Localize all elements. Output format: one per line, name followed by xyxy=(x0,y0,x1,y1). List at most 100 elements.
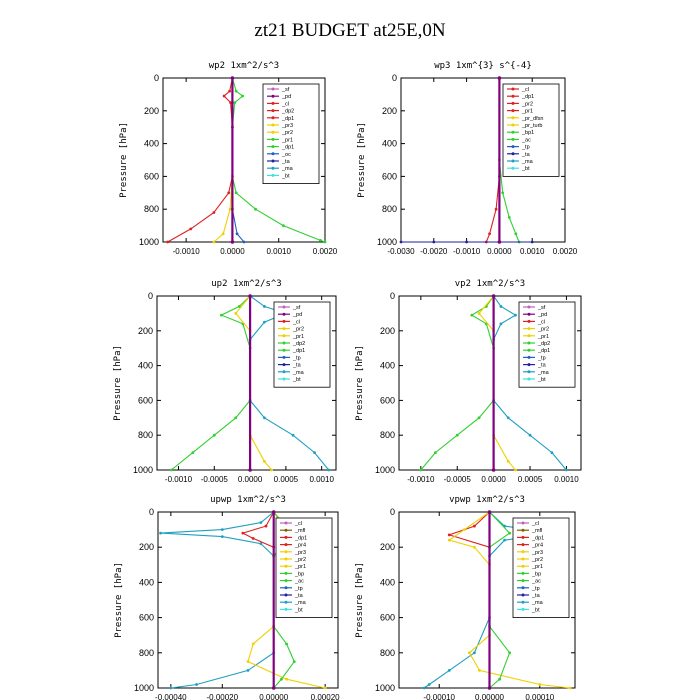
legend-marker xyxy=(284,543,288,547)
series-point xyxy=(568,686,572,690)
y-tick-label: 1000 xyxy=(375,465,395,475)
legend-marker xyxy=(521,600,525,604)
series-point xyxy=(220,535,224,539)
y-tick-label: 600 xyxy=(138,395,153,405)
series-point xyxy=(497,240,502,244)
series-point xyxy=(503,538,506,542)
series-point xyxy=(447,533,451,537)
chart-title: wp3 1xm^{3} s^{-4} xyxy=(434,61,532,71)
y-tick-label: 0 xyxy=(149,507,154,517)
legend-marker xyxy=(511,145,515,149)
series-point xyxy=(285,642,288,646)
series-point xyxy=(508,531,512,535)
legend-marker xyxy=(284,528,288,532)
x-tick-label: -0.0010 xyxy=(453,247,481,256)
legend-marker xyxy=(282,341,286,345)
series-point xyxy=(264,524,268,528)
series-point xyxy=(538,683,542,686)
series-point xyxy=(498,677,501,681)
legend-marker xyxy=(511,137,515,141)
series-point xyxy=(530,240,534,244)
series-point xyxy=(212,433,216,437)
legend-marker xyxy=(521,557,525,561)
series-point xyxy=(427,683,431,686)
legend-label: _pr_turb xyxy=(521,123,543,129)
legend-marker xyxy=(521,586,525,590)
chart-title: up2 1xm^2/s^3 xyxy=(211,279,281,289)
legend-marker xyxy=(282,377,286,381)
series-point xyxy=(550,451,554,454)
series-point xyxy=(447,538,451,542)
series-point xyxy=(487,686,492,690)
series-point xyxy=(399,240,403,244)
series-point xyxy=(166,240,170,244)
legend-marker xyxy=(521,593,525,597)
legend-label: _pr2 xyxy=(294,557,306,563)
series-point xyxy=(234,89,238,93)
legend-label: _ma xyxy=(521,159,534,165)
chart-panel: up2 1xm^2/s^3 Pressure [hPa] 0 200 400 600 800… xyxy=(113,279,337,484)
legend-marker xyxy=(282,334,286,338)
legend-marker xyxy=(271,123,275,127)
series-point xyxy=(494,207,498,211)
legend-label: _pr4 xyxy=(531,543,543,549)
series-point xyxy=(189,227,193,231)
series-point xyxy=(323,240,327,244)
legend-marker xyxy=(527,327,531,331)
legend-marker xyxy=(527,355,531,359)
legend-label: _pr1 xyxy=(521,109,533,115)
chart-title: wp2 1xm^2/s^3 xyxy=(209,61,279,71)
legend-label: _bt xyxy=(537,377,546,383)
legend-marker xyxy=(284,607,288,611)
y-tick-label: 600 xyxy=(144,171,159,181)
legend-marker xyxy=(284,535,288,539)
x-tick-label: -0.0010 xyxy=(165,475,193,484)
legend-label: _dp1 xyxy=(531,535,544,541)
chart-panel: wp3 1xm^{3} s^{-4} Pressure [hPa] 0 200 400 6… xyxy=(357,61,578,256)
legend-marker xyxy=(284,550,288,554)
legend-label: _pr1 xyxy=(292,334,304,340)
series-point xyxy=(280,677,283,681)
x-tick-label: -0.0030 xyxy=(387,247,415,256)
y-tick-label: 0 xyxy=(390,291,395,301)
x-tick-label: 0.0005 xyxy=(518,475,543,484)
legend-label: _dp2 xyxy=(537,341,550,347)
series-point xyxy=(565,468,568,472)
legend-label: _ma xyxy=(281,166,294,172)
legend-label: _cl xyxy=(292,319,300,325)
legend-marker xyxy=(527,377,531,381)
legend-marker xyxy=(282,305,286,309)
legend-label: _tp xyxy=(537,355,546,361)
legend-label: _dp1 xyxy=(281,145,294,151)
legend-marker xyxy=(284,593,288,597)
series-point xyxy=(234,191,238,195)
legend-label: _ac xyxy=(521,137,531,143)
x-tick-label: 0.0010 xyxy=(554,475,579,484)
legend-label: _pr1 xyxy=(531,564,543,570)
plot-frame xyxy=(398,295,582,471)
legend-marker xyxy=(511,159,515,163)
y-tick-label: 0 xyxy=(390,507,395,517)
series-line xyxy=(170,295,251,471)
legend-marker xyxy=(282,319,286,323)
series-point xyxy=(499,305,503,308)
x-tick-label: -0.0005 xyxy=(444,475,472,484)
x-tick-label: 0.0020 xyxy=(553,247,578,256)
legend-label: _pr3 xyxy=(531,550,543,556)
y-tick-label: 400 xyxy=(139,577,154,587)
x-tick-label: -0.0005 xyxy=(201,475,229,484)
series-line xyxy=(235,295,273,471)
series-point xyxy=(227,191,231,195)
legend-label: _ta xyxy=(281,159,291,165)
legend-marker xyxy=(271,94,275,98)
legend-marker xyxy=(511,116,515,120)
series-line xyxy=(485,78,500,243)
series-point xyxy=(220,528,224,531)
series-point xyxy=(259,521,263,524)
series-point xyxy=(254,207,257,211)
series-point xyxy=(220,313,223,317)
series-point xyxy=(263,305,266,308)
legend-marker xyxy=(284,586,288,590)
series-point xyxy=(229,101,232,104)
series-point xyxy=(230,76,235,80)
